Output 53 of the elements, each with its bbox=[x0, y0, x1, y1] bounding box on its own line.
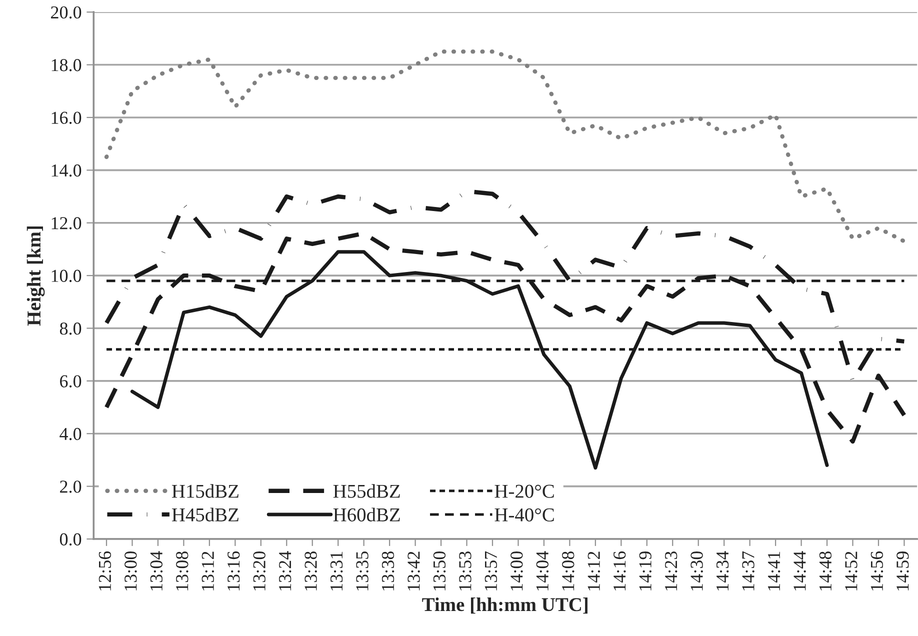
line-series bbox=[104, 231, 906, 444]
y-axis-title: Height [km] bbox=[26, 226, 45, 326]
x-tick-label: 13:00 bbox=[124, 552, 137, 590]
legend-label: H55dBZ bbox=[333, 484, 400, 498]
x-tick-label: 14:23 bbox=[665, 552, 678, 590]
x-tick-label: 13:42 bbox=[408, 552, 420, 590]
x-tick-label: 14:52 bbox=[845, 552, 858, 590]
x-tick-label: 14:12 bbox=[588, 552, 600, 590]
y-tick-label: 18.0 bbox=[52, 59, 82, 72]
x-tick-label: 14:44 bbox=[794, 551, 806, 590]
x-tick-label: 14:56 bbox=[870, 551, 884, 590]
x-tick-label: 13:12 bbox=[202, 552, 214, 590]
x-tick-label: 14:30 bbox=[690, 552, 703, 590]
y-tick-label: 2.0 bbox=[60, 480, 82, 493]
x-tick-label: 13:50 bbox=[433, 552, 446, 590]
y-tick-label: 0.0 bbox=[60, 533, 82, 546]
x-tick-label: 14:08 bbox=[562, 552, 574, 590]
x-tick-label: 13:08 bbox=[176, 552, 188, 590]
x-tick-label: 13:20 bbox=[253, 552, 266, 590]
y-tick-label: 10.0 bbox=[52, 270, 82, 282]
y-tick-label: 16.0 bbox=[52, 112, 82, 124]
x-tick-label: 14:41 bbox=[768, 552, 780, 590]
x-tick-label: 13:31 bbox=[330, 552, 343, 590]
x-tick-label: 13:24 bbox=[279, 551, 292, 590]
y-tick-label: 8.0 bbox=[60, 322, 82, 335]
legend-label: H60dBZ bbox=[333, 508, 400, 522]
y-tick-label: 20.0 bbox=[51, 6, 82, 19]
x-tick-label: 14:59 bbox=[896, 552, 909, 590]
x-tick-label: 14:16 bbox=[614, 551, 626, 590]
legend-label: H45dBZ bbox=[172, 508, 238, 522]
x-tick-label: 14:34 bbox=[716, 551, 729, 590]
x-axis-title: Time [hh:mm UTC] bbox=[422, 598, 588, 614]
x-tick-label: 14:00 bbox=[510, 552, 523, 590]
y-tick-label: 12.0 bbox=[52, 217, 82, 230]
legend-label: H-40°C bbox=[494, 508, 554, 522]
x-tick-label: 13:16 bbox=[228, 551, 240, 590]
x-tick-label: 14:04 bbox=[536, 551, 549, 590]
legend-label: H-20°C bbox=[494, 484, 554, 498]
x-tick-label: 13:35 bbox=[356, 552, 368, 590]
line-series bbox=[104, 50, 906, 244]
x-tick-label: 12:56 bbox=[98, 551, 112, 590]
x-tick-label: 13:57 bbox=[484, 551, 498, 590]
x-tick-label: 13:28 bbox=[304, 552, 317, 590]
x-tick-label: 14:37 bbox=[742, 551, 754, 590]
x-tick-label: 13:53 bbox=[459, 552, 472, 590]
x-tick-label: 14:19 bbox=[639, 552, 652, 590]
y-tick-label: 4.0 bbox=[60, 428, 82, 440]
x-tick-label: 14:48 bbox=[819, 552, 832, 590]
y-tick-label: 14.0 bbox=[52, 164, 82, 177]
x-tick-label: 13:04 bbox=[150, 551, 163, 590]
x-tick-label: 13:38 bbox=[382, 552, 394, 590]
y-tick-label: 6.0 bbox=[60, 375, 82, 388]
legend-label: H15dBZ bbox=[172, 484, 238, 498]
